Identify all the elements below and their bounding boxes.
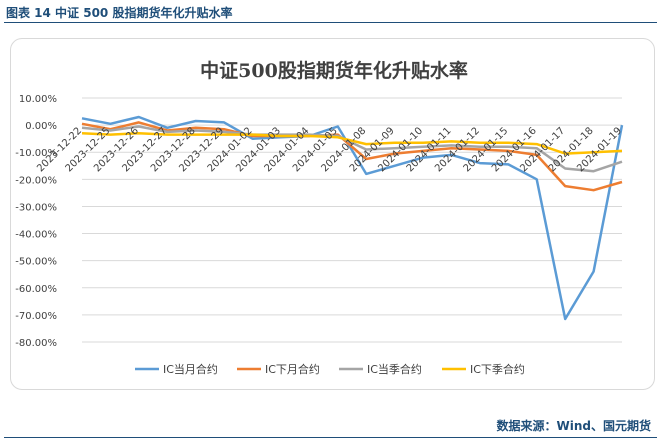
chart-frame xyxy=(10,38,655,390)
series-line-4 xyxy=(81,131,623,155)
gridlines xyxy=(82,97,622,343)
y-axis-ticks: 10.00% 0.00% -10.00% -20.00% -30.00% -40.00% -… xyxy=(15,94,57,349)
y-tick-label: -30.00% xyxy=(15,202,57,213)
legend: IC当月合约 IC下月合约 IC当季合约 IC下季合约 xyxy=(135,362,525,376)
y-tick-label: -50.00% xyxy=(15,257,57,268)
y-tick-label: -40.00% xyxy=(15,230,57,241)
bottom-divider xyxy=(4,437,657,438)
y-tick-label: -70.00% xyxy=(15,311,57,322)
y-tick-label: -20.00% xyxy=(15,175,57,186)
y-tick-label: -60.00% xyxy=(15,284,57,295)
legend-label: IC当月合约 xyxy=(163,362,218,376)
top-divider xyxy=(4,22,657,23)
y-tick-label: -80.00% xyxy=(15,338,57,349)
series-line-3 xyxy=(81,125,623,173)
legend-label: IC下季合约 xyxy=(470,362,525,376)
legend-label: IC下月合约 xyxy=(265,362,320,376)
series-line-2 xyxy=(81,121,623,192)
source-note: 数据来源：Wind、国元期货 xyxy=(496,419,651,433)
y-tick-label: 10.00% xyxy=(19,94,57,105)
series-lines xyxy=(81,115,624,321)
y-tick-label: 0.00% xyxy=(25,121,57,132)
legend-label: IC当季合约 xyxy=(367,362,422,376)
y-tick-label: -10.00% xyxy=(15,148,57,159)
series-line-1 xyxy=(81,115,624,321)
chart-title: 中证500股指期货年化升贴水率 xyxy=(200,59,468,82)
figure-label: 图表 14 中证 500 股指期货年化升贴水率 xyxy=(6,6,233,20)
